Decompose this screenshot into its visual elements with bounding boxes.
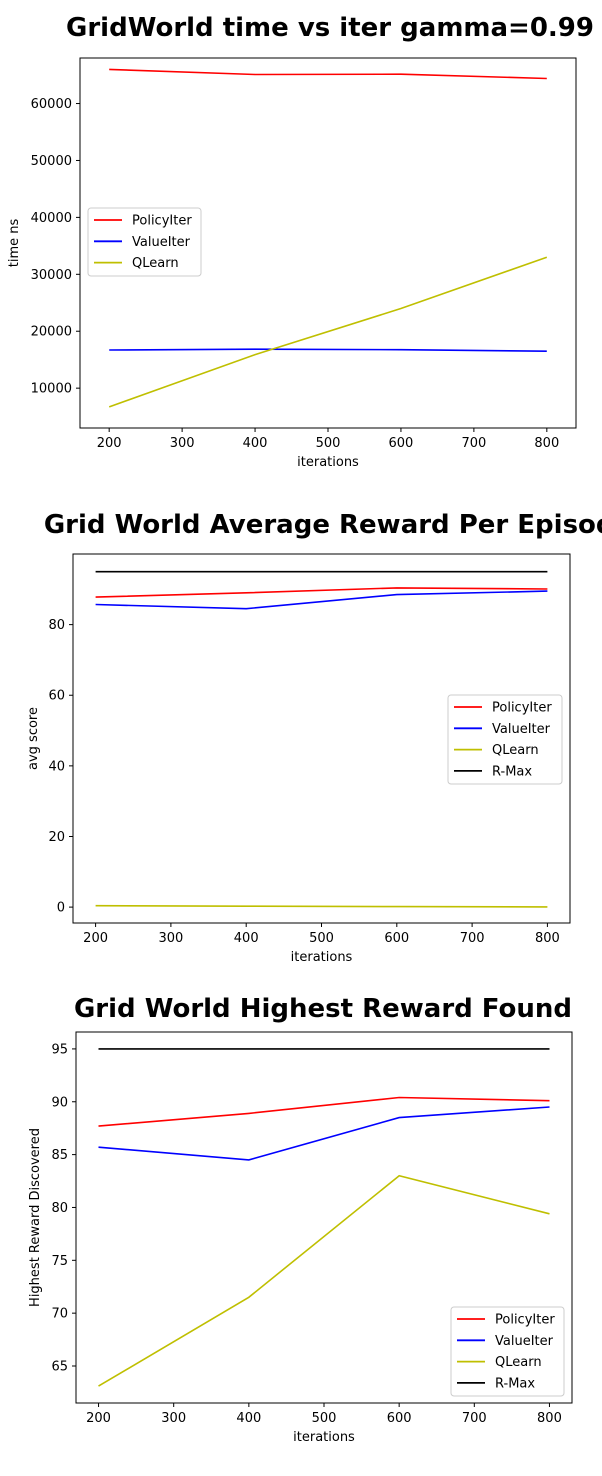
x-axis-label: iterations [297,455,359,470]
y-tick-label: 80 [48,618,65,633]
x-tick-label: 600 [389,436,414,451]
y-tick-label: 75 [51,1254,68,1269]
x-tick-label: 300 [158,931,183,946]
legend-label: QLearn [495,1355,542,1370]
legend: PolicyIter ValueIter QLearn R-Max [450,1306,565,1397]
y-tick-label: 20000 [31,325,72,340]
legend-label: PolicyIter [495,1313,555,1328]
x-axis-label: iterations [291,950,353,965]
x-tick-label: 700 [461,436,486,451]
y-tick-label: 30000 [31,268,72,283]
chart-2: Grid World Average Reward Per Episode200… [26,510,602,965]
series-line-qlearn [98,1174,550,1387]
chart-1: GridWorld time vs iter gamma=0.99 200 300 4… [7,13,594,470]
y-tick-label: 0 [57,901,65,916]
y-tick-label: 85 [51,1148,68,1163]
y-tick-label: 70 [51,1307,68,1322]
x-tick-label: 500 [312,1411,337,1426]
x-tick-label: 200 [97,436,122,451]
legend-box [447,694,563,785]
legend: PolicyIter ValueIter QLearn [87,207,202,277]
x-tick-label: 400 [243,436,268,451]
series-line-policyiter [95,587,548,598]
x-tick-label: 700 [460,931,485,946]
x-tick-label: 200 [86,1411,111,1426]
x-tick-label: 600 [384,931,409,946]
legend-label: PolicyIter [492,701,552,716]
legend-box [87,207,202,277]
series-line-valueiter [98,1106,550,1161]
y-tick-label: 60000 [31,97,72,112]
x-axis-label: iterations [293,1430,355,1445]
x-tick-label: 300 [170,436,195,451]
x-tick-label: 500 [309,931,334,946]
y-tick-label: 80 [51,1201,68,1216]
series-line-policyiter [98,1096,550,1127]
x-tick-label: 300 [161,1411,186,1426]
series-line-valueiter [95,590,548,610]
x-tick-label: 800 [534,436,559,451]
series-line-policyiter [109,68,547,80]
y-tick-label: 10000 [31,382,72,397]
legend: PolicyIter ValueIter QLearn R-Max [447,694,563,785]
legend-label: R-Max [495,1376,535,1391]
x-tick-label: 800 [537,1411,562,1426]
legend-label: ValueIter [132,235,191,250]
x-tick-label: 200 [83,931,108,946]
x-tick-label: 400 [234,931,259,946]
series-line-qlearn [108,256,548,408]
x-tick-label: 500 [316,436,341,451]
y-axis-label: avg score [26,707,41,770]
chart-title: Grid World Highest Reward Found [74,994,572,1024]
legend-label: ValueIter [492,722,551,737]
y-tick-label: 95 [51,1042,68,1057]
legend-box [450,1306,565,1397]
y-tick-label: 20 [48,830,65,845]
legend-label: ValueIter [495,1334,554,1349]
x-tick-label: 700 [462,1411,487,1426]
chart-3: Grid World Highest Reward Found 200 300 400… [28,994,573,1445]
chart-title: GridWorld time vs iter gamma=0.99 [66,13,594,43]
legend-label: PolicyIter [132,214,192,229]
y-axis-label: time ns [7,219,22,268]
y-tick-label: 50000 [31,154,72,169]
y-tick-label: 40000 [31,211,72,226]
chart-title: Grid World Average Reward Per Episode [44,510,602,540]
y-tick-label: 40 [48,759,65,774]
legend-label: QLearn [132,256,179,271]
legend-label: QLearn [492,743,539,758]
y-tick-label: 65 [51,1360,68,1375]
x-tick-label: 800 [535,931,560,946]
series-line-valueiter [109,348,547,352]
y-tick-label: 90 [51,1095,68,1110]
x-tick-label: 400 [236,1411,261,1426]
series-line-qlearn [95,904,548,908]
y-tick-label: 60 [48,689,65,704]
legend-label: R-Max [492,764,532,779]
x-tick-label: 600 [387,1411,412,1426]
y-axis-label: Highest Reward Discovered [28,1128,43,1307]
